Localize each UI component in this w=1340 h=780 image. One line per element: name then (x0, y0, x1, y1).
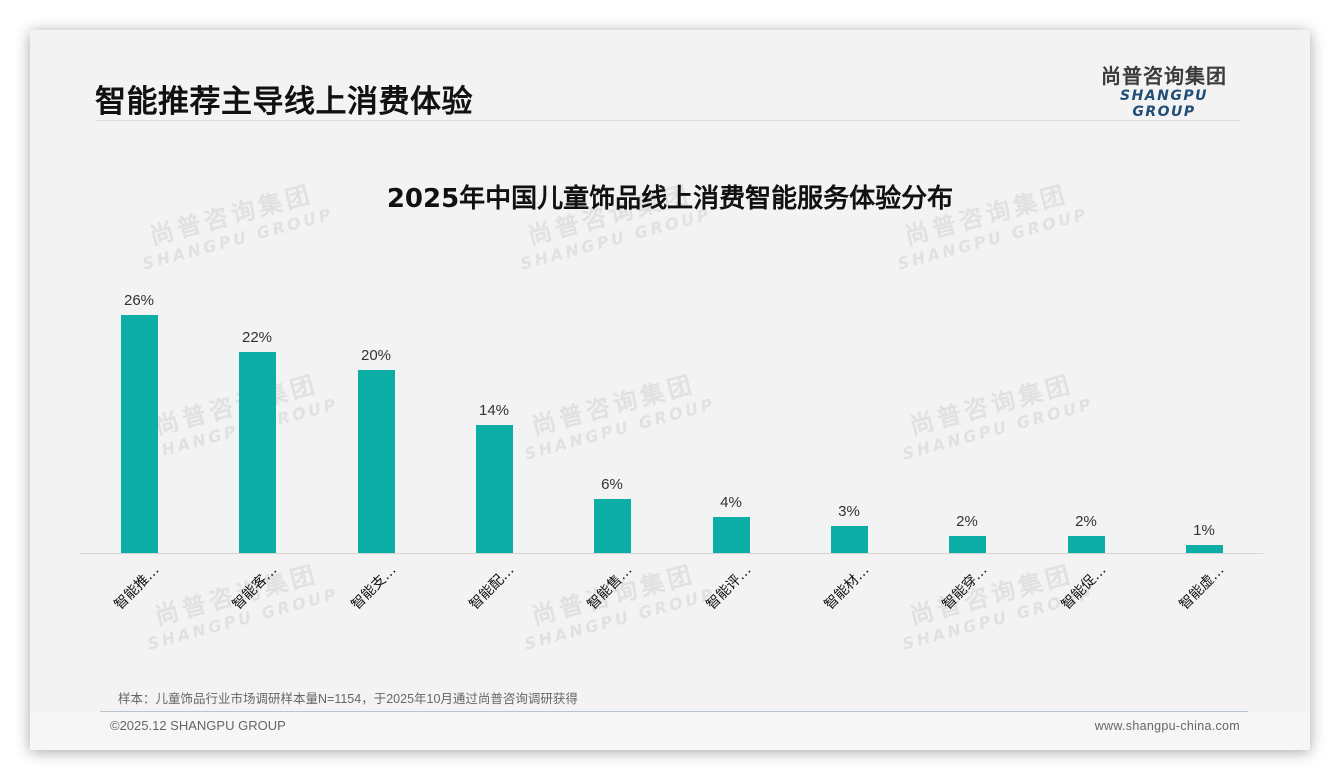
bar[interactable] (1185, 545, 1223, 554)
copyright-text: ©2025.12 SHANGPU GROUP (110, 718, 286, 733)
bar-group: 2% (948, 280, 986, 554)
company-logo: 尚普咨询集团 SHANGPU GROUP (1088, 64, 1240, 120)
bar[interactable] (1067, 536, 1105, 554)
bar-group: 14% (475, 280, 513, 554)
bar[interactable] (238, 352, 276, 554)
bar-value-label: 20% (360, 347, 392, 364)
bar-value-label: 6% (601, 476, 623, 493)
website-link[interactable]: www.shangpu-china.com (1094, 719, 1240, 733)
sample-footnote: 样本：儿童饰品行业市场调研样本量N=1154，于2025年10月通过尚普咨询调研… (118, 692, 578, 706)
bar-value-label: 3% (838, 503, 860, 520)
x-axis-category-label: 智能材… (821, 562, 873, 614)
bar[interactable] (593, 499, 631, 554)
logo-cn-text: 尚普咨询集团 (1101, 64, 1227, 88)
bar-group: 4% (712, 280, 750, 554)
chart-title: 2025年中国儿童饰品线上消费智能服务体验分布 (386, 184, 954, 214)
bar-value-label: 26% (123, 292, 155, 309)
bar-group: 6% (593, 280, 631, 554)
footer-divider (100, 711, 1248, 712)
bar-group: 2% (1067, 280, 1105, 554)
x-axis-category-label: 智能推… (111, 562, 163, 614)
bar-chart-plot-area: 26% 22% 20% 14% 6% 4% 3% 2% 2% 1% (80, 280, 1263, 554)
x-axis-category-label: 智能支… (348, 562, 400, 614)
bar-value-label: 2% (1075, 513, 1097, 530)
bar[interactable] (120, 315, 158, 554)
bar-group: 20% (357, 280, 395, 554)
x-axis-category-label: 智能评… (703, 562, 755, 614)
x-axis-category-label: 智能售… (584, 562, 636, 614)
bar-group: 1% (1185, 280, 1223, 554)
logo-en-text: SHANGPU GROUP (1120, 88, 1208, 120)
x-axis-category-label: 智能促… (1058, 562, 1110, 614)
slide-card: 智能推荐主导线上消费体验 尚普咨询集团 SHANGPU GROUP 尚普咨询集团… (30, 30, 1310, 750)
bar-value-label: 4% (720, 494, 742, 511)
page-title: 智能推荐主导线上消费体验 (95, 84, 473, 120)
x-axis-category-label: 智能客… (229, 562, 281, 614)
bar[interactable] (475, 425, 513, 554)
bar-value-label: 14% (478, 402, 510, 419)
x-axis-category-label: 智能穿… (939, 562, 991, 614)
x-axis-baseline (80, 553, 1263, 554)
bar-group: 3% (830, 280, 868, 554)
bar[interactable] (948, 536, 986, 554)
title-divider (95, 120, 1240, 121)
bar-group: 22% (238, 280, 276, 554)
bar[interactable] (712, 517, 750, 554)
x-axis-category-label: 智能虚… (1176, 562, 1228, 614)
bar-group: 26% (120, 280, 158, 554)
bar-value-label: 1% (1193, 522, 1215, 539)
footer-bar (30, 712, 1310, 750)
bar[interactable] (830, 526, 868, 554)
x-axis-category-label: 智能配… (466, 562, 518, 614)
bar-value-label: 2% (956, 513, 978, 530)
bar[interactable] (357, 370, 395, 554)
bar-value-label: 22% (241, 329, 273, 346)
